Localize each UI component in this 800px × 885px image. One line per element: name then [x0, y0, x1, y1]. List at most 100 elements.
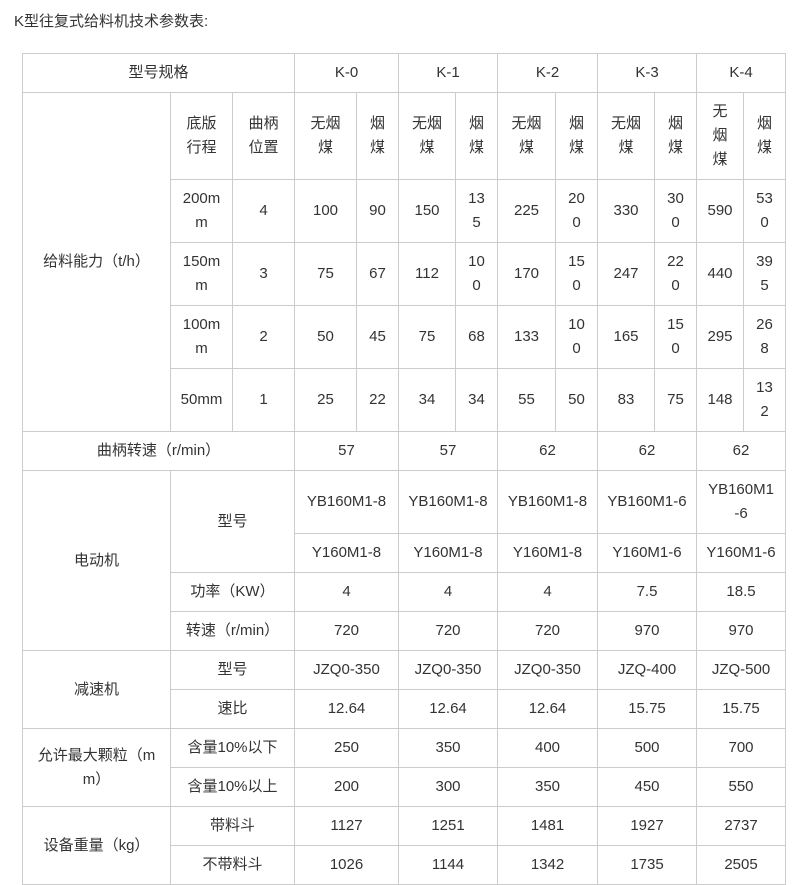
motor-speed-value: 720	[497, 611, 598, 651]
feeding-value: 75	[398, 305, 456, 369]
feeding-value: 133	[497, 305, 556, 369]
feeding-value: 150	[398, 179, 456, 243]
feeding-row-100: 100mm 2 50 45 75 68 133 100 165 150 295 …	[23, 305, 786, 369]
reducer-ratio-value: 12.64	[294, 689, 399, 729]
coal-header-bituminous: 烟煤	[455, 92, 498, 180]
feeding-value: 34	[455, 368, 498, 432]
weight-with-hopper-row: 设备重量（kg） 带料斗 1127 1251 1481 1927 2737	[22, 806, 786, 885]
weight-with-hopper-value: 1127	[294, 806, 399, 846]
stroke-value: 50mm	[170, 368, 233, 432]
header-model-k4: K-4	[696, 53, 786, 93]
coal-header-anthracite: 无烟煤	[696, 92, 744, 180]
motor-model-label: 型号	[170, 470, 295, 573]
motor-model-value: Y160M1-8	[398, 533, 498, 573]
crank-speed-row: 曲柄转速（r/min） 57 57 62 62 62	[22, 431, 786, 471]
weight-without-hopper-label: 不带料斗	[170, 845, 295, 885]
feeding-value: 590	[696, 179, 744, 243]
coal-header-bituminous: 烟煤	[356, 92, 399, 180]
feeding-value: 330	[597, 179, 655, 243]
feeding-value: 440	[696, 242, 744, 306]
motor-power-value: 7.5	[597, 572, 697, 612]
crank-speed-value: 62	[497, 431, 598, 471]
weight-without-hopper-value: 2505	[696, 845, 786, 885]
feeding-value: 295	[696, 305, 744, 369]
feeding-value: 22	[356, 368, 399, 432]
feeding-value: 395	[743, 242, 786, 306]
reducer-ratio-value: 15.75	[597, 689, 697, 729]
feeding-value: 170	[497, 242, 556, 306]
coal-header-anthracite: 无烟煤	[398, 92, 456, 180]
crank-value: 2	[232, 305, 295, 369]
stroke-value: 200mm	[170, 179, 233, 243]
feeding-value: 150	[654, 305, 697, 369]
reducer-ratio-value: 12.64	[398, 689, 498, 729]
feeding-value: 25	[294, 368, 357, 432]
header-spec-label: 型号规格	[22, 53, 295, 93]
reducer-ratio-value: 12.64	[497, 689, 598, 729]
page-title: K型往复式给料机技术参数表:	[14, 13, 209, 30]
weight-without-hopper-value: 1735	[597, 845, 697, 885]
feeding-value: 90	[356, 179, 399, 243]
feeding-value: 268	[743, 305, 786, 369]
particle-above-value: 550	[696, 767, 786, 807]
particle-above-label: 含量10%以上	[170, 767, 295, 807]
reducer-model-label: 型号	[170, 650, 295, 690]
weight-without-hopper-value: 1026	[294, 845, 399, 885]
motor-y-row: Y160M1-8 Y160M1-8 Y160M1-8 Y160M1-6 Y160…	[23, 533, 786, 573]
feeding-value: 148	[696, 368, 744, 432]
weight-with-hopper-value: 1251	[398, 806, 498, 846]
motor-speed-value: 720	[294, 611, 399, 651]
reducer-model-value: JZQ-500	[696, 650, 786, 690]
weight-with-hopper-value: 1481	[497, 806, 598, 846]
motor-model-value: YB160M1-8	[398, 470, 498, 534]
motor-model-value: Y160M1-6	[597, 533, 697, 573]
feeding-row-200: 200mm 4 100 90 150 135 225 200 330 300 5…	[23, 179, 786, 243]
coal-header-anthracite: 无烟煤	[497, 92, 556, 180]
coal-header-anthracite: 无烟煤	[597, 92, 655, 180]
reducer-ratio-label: 速比	[170, 689, 295, 729]
feeding-value: 100	[555, 305, 598, 369]
header-model-k3: K-3	[597, 53, 697, 93]
motor-speed-value: 970	[696, 611, 786, 651]
crank-value: 4	[232, 179, 295, 243]
crank-speed-value: 62	[597, 431, 697, 471]
particle-below-row: 允许最大颗粒（mm） 含量10%以下 250 350 400 500 700	[22, 728, 786, 807]
feeding-value: 68	[455, 305, 498, 369]
weight-with-hopper-value: 2737	[696, 806, 786, 846]
feeding-value: 220	[654, 242, 697, 306]
coal-header-anthracite: 无烟煤	[294, 92, 357, 180]
motor-model-value: YB160M1-6	[597, 470, 697, 534]
header-model-k0: K-0	[294, 53, 399, 93]
spec-table: 型号规格 K-0 K-1 K-2 K-3 K-4 给料能力（t/h） 底版行程 …	[22, 53, 786, 885]
coal-type-header-row: 给料能力（t/h） 底版行程 曲柄位置 无烟煤 烟煤 无烟煤 烟煤 无烟煤 烟煤…	[22, 92, 786, 432]
reducer-model-value: JZQ-400	[597, 650, 697, 690]
feeding-value: 67	[356, 242, 399, 306]
crank-header: 曲柄位置	[232, 92, 295, 180]
reducer-label: 减速机	[22, 650, 171, 729]
motor-power-row: 功率（KW） 4 4 4 7.5 18.5	[23, 572, 786, 612]
feeding-value: 225	[497, 179, 556, 243]
motor-speed-value: 970	[597, 611, 697, 651]
feeding-value: 300	[654, 179, 697, 243]
max-particle-label: 允许最大颗粒（mm）	[22, 728, 171, 807]
crank-speed-value: 62	[696, 431, 786, 471]
motor-power-label: 功率（KW）	[170, 572, 295, 612]
motor-model-value: Y160M1-8	[497, 533, 598, 573]
motor-power-value: 4	[294, 572, 399, 612]
particle-below-value: 400	[497, 728, 598, 768]
feeding-value: 100	[294, 179, 357, 243]
feeding-value: 50	[294, 305, 357, 369]
motor-power-value: 4	[398, 572, 498, 612]
motor-yb-row: 电动机 型号 YB160M1-8 YB160M1-8 YB160M1-8 YB1…	[22, 470, 786, 651]
weight-label: 设备重量（kg）	[22, 806, 171, 885]
weight-with-hopper-value: 1927	[597, 806, 697, 846]
feeding-value: 100	[455, 242, 498, 306]
motor-model-value: YB160M1-8	[294, 470, 399, 534]
feeding-value: 75	[294, 242, 357, 306]
stroke-header: 底版行程	[170, 92, 233, 180]
particle-above-value: 200	[294, 767, 399, 807]
weight-without-hopper-value: 1144	[398, 845, 498, 885]
feeding-value: 112	[398, 242, 456, 306]
motor-speed-label: 转速（r/min）	[170, 611, 295, 651]
header-row: 型号规格 K-0 K-1 K-2 K-3 K-4	[22, 53, 786, 93]
